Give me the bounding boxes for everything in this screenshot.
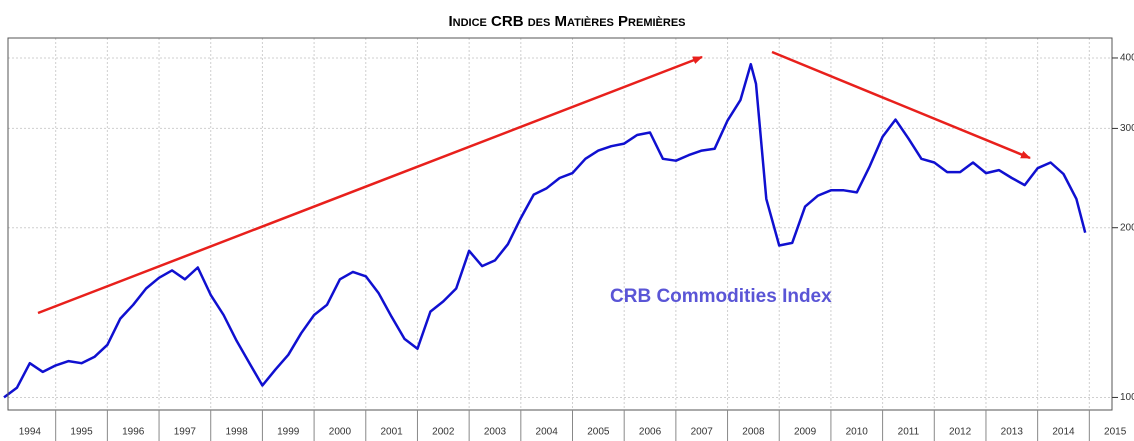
x-tick-label: 2013 bbox=[1001, 427, 1024, 438]
x-tick-label: 2002 bbox=[432, 427, 455, 438]
x-tick-label: 2014 bbox=[1052, 427, 1075, 438]
x-tick-label: 1994 bbox=[19, 427, 42, 438]
axes: 1994 1995 1996 1997 1998 1999 2000 2001 2002 2003… bbox=[19, 53, 1134, 441]
x-tick-label: 2008 bbox=[742, 427, 765, 438]
plot-frame bbox=[7, 37, 1113, 411]
x-tick-label: 2010 bbox=[846, 427, 869, 438]
x-tick-label: 1997 bbox=[174, 427, 197, 438]
x-tick-label: 2004 bbox=[536, 427, 559, 438]
x-tick-label: 2005 bbox=[587, 427, 610, 438]
y-tick-label: 300 bbox=[1120, 123, 1134, 134]
x-tick-label: 2006 bbox=[639, 427, 662, 438]
data-line bbox=[3, 62, 1087, 399]
x-tick-label: 2003 bbox=[484, 427, 507, 438]
x-tick-label: 2007 bbox=[691, 427, 714, 438]
x-tick-label: 2001 bbox=[380, 427, 403, 438]
chart-title: Indice CRB des Matières Premières bbox=[449, 13, 686, 30]
x-tick-label: 2015 bbox=[1104, 427, 1127, 438]
x-tick-label: 1995 bbox=[70, 427, 93, 438]
x-tick-label: 2011 bbox=[898, 427, 920, 438]
trend-arrow-up bbox=[37, 55, 703, 315]
x-tick-label: 1996 bbox=[122, 427, 145, 438]
x-tick-label: 2012 bbox=[949, 427, 972, 438]
grid bbox=[8, 38, 1112, 410]
y-tick-label: 400 bbox=[1120, 53, 1134, 64]
y-tick-label: 100 bbox=[1120, 392, 1134, 403]
y-tick-label: 200 bbox=[1120, 222, 1134, 233]
x-tick-label: 1998 bbox=[225, 427, 248, 438]
plot bbox=[3, 62, 1087, 399]
x-tick-label: 2000 bbox=[329, 427, 352, 438]
x-tick-label: 1999 bbox=[277, 427, 300, 438]
annotation: CRB Commodities Index bbox=[610, 286, 832, 307]
trend-arrow-down bbox=[771, 50, 1031, 160]
x-tick-label: 2009 bbox=[794, 427, 817, 438]
